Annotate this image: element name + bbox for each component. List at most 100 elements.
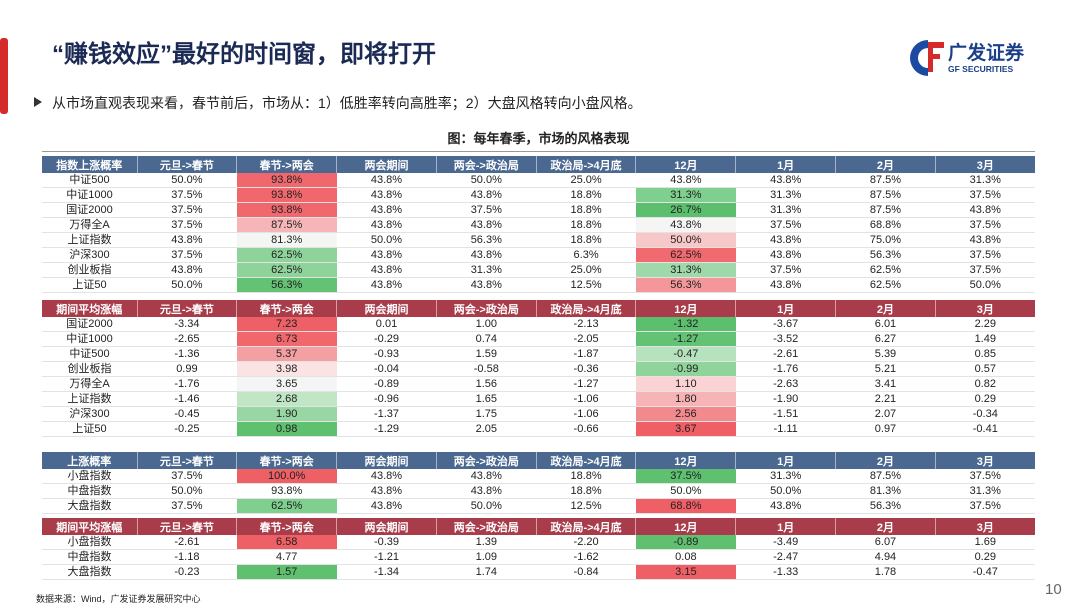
cell: -2.47 xyxy=(735,549,836,565)
bullet-text: 从市场直观表现来看，春节前后，市场从：1）低胜率转向高胜率；2）大盘风格转向小盘… xyxy=(52,95,642,111)
cell: 1.09 xyxy=(436,549,537,565)
cell: -2.13 xyxy=(536,317,636,332)
row-label: 上证指数 xyxy=(42,391,137,407)
cell: -1.36 xyxy=(137,346,237,362)
header-cell: 元旦->春节 xyxy=(137,156,238,173)
cell: 3.98 xyxy=(236,361,337,377)
header-row: 期间平均涨幅 元旦->春节 春节->两会 两会期间 两会->政治局 政治局->4月底 12月… xyxy=(42,300,1036,317)
logo-en: GF SECURITIES xyxy=(948,64,1014,74)
cell: -1.33 xyxy=(735,564,836,580)
cell: 31.3% xyxy=(635,262,736,278)
header-cell: 2月 xyxy=(835,300,936,317)
cell: 43.8% xyxy=(735,173,836,188)
row-label: 万得全A xyxy=(42,376,137,392)
row-label: 中盘指数 xyxy=(42,549,137,565)
bullet-icon xyxy=(34,97,42,107)
cell: 43.8% xyxy=(137,262,237,278)
cell: 56.3% xyxy=(835,247,936,263)
cell: -0.34 xyxy=(935,406,1036,422)
cell: 37.5% xyxy=(137,247,237,263)
cell: 87.5% xyxy=(835,469,936,484)
cell: 50.0% xyxy=(137,173,237,188)
cell: 87.5% xyxy=(835,173,936,188)
cell: 68.8% xyxy=(635,498,736,514)
cell: 37.5% xyxy=(935,247,1036,263)
cell: -0.89 xyxy=(336,376,437,392)
row: 沪深300 37.5% 62.5% 43.8% 43.8% 6.3% 62.5% 43.8% 5… xyxy=(42,247,1036,263)
cell: 37.5% xyxy=(436,202,537,218)
header-cell: 3月 xyxy=(935,156,1036,173)
cell: 18.8% xyxy=(536,232,636,248)
cell: 43.8% xyxy=(336,217,437,233)
cell: 43.8% xyxy=(436,469,537,484)
cell: 93.8% xyxy=(236,187,337,203)
data-table: 指数上涨概率 元旦->春节 春节->两会 两会期间 两会->政治局 政治局->4月底 12月… xyxy=(42,156,1036,293)
header-cell: 2月 xyxy=(835,452,936,469)
cell: -0.99 xyxy=(635,361,736,377)
cell: 0.82 xyxy=(935,376,1036,392)
cell: 6.01 xyxy=(835,317,936,332)
cell: -0.58 xyxy=(436,361,537,377)
row: 沪深300 -0.45 1.90 -1.37 1.75 -1.06 2.56 -1.51 2.0… xyxy=(42,406,1036,422)
header-cell: 元旦->春节 xyxy=(137,452,238,469)
cell: 3.65 xyxy=(236,376,337,392)
cell: 2.29 xyxy=(935,317,1036,332)
cell: 62.5% xyxy=(835,277,936,293)
cell: 37.5% xyxy=(935,217,1036,233)
row: 国证2000 -3.34 7.23 0.01 1.00 -2.13 -1.32 -3.67 6.… xyxy=(42,317,1036,332)
cell: 12.5% xyxy=(536,277,636,293)
row: 国证2000 37.5% 93.8% 43.8% 37.5% 18.8% 26.7% 31.3… xyxy=(42,202,1036,218)
cell: -1.06 xyxy=(536,391,636,407)
header-cell: 2月 xyxy=(835,156,936,173)
cell: 1.75 xyxy=(436,406,537,422)
row-label: 小盘指数 xyxy=(42,469,137,484)
cell: -0.47 xyxy=(935,564,1036,580)
cell: -2.63 xyxy=(735,376,836,392)
cell: 56.3% xyxy=(236,277,337,293)
cell: 50.0% xyxy=(635,232,736,248)
header-cell: 1月 xyxy=(735,518,837,535)
header-cell: 12月 xyxy=(635,452,737,469)
side-bar xyxy=(0,38,8,114)
cell: -1.76 xyxy=(137,376,237,392)
cell: 2.07 xyxy=(835,406,936,422)
cell: 43.8% xyxy=(735,247,836,263)
row: 中证1000 -2.65 6.73 -0.29 0.74 -2.05 -1.27 -3.52 6… xyxy=(42,331,1036,347)
cell: -1.27 xyxy=(536,376,636,392)
header-cell: 政治局->4月底 xyxy=(536,156,637,173)
cell: 43.8% xyxy=(336,262,437,278)
cell: -0.04 xyxy=(336,361,437,377)
row-label: 大盘指数 xyxy=(42,498,137,514)
cell: 2.68 xyxy=(236,391,337,407)
cell: -1.18 xyxy=(137,549,237,565)
cell: 6.3% xyxy=(536,247,636,263)
cell: 1.56 xyxy=(436,376,537,392)
header-cell: 12月 xyxy=(635,156,737,173)
row: 上证50 50.0% 56.3% 43.8% 43.8% 12.5% 56.3% 43.8% 6… xyxy=(42,277,1036,293)
cell: 43.8% xyxy=(336,187,437,203)
cell: 43.8% xyxy=(336,277,437,293)
cell: 62.5% xyxy=(236,498,337,514)
data-table: 期间平均涨幅 元旦->春节 春节->两会 两会期间 两会->政治局 政治局->4月底 12月… xyxy=(42,518,1036,580)
cell: 31.3% xyxy=(735,187,836,203)
cell: 93.8% xyxy=(236,173,337,188)
cell: 26.7% xyxy=(635,202,736,218)
cell: 31.3% xyxy=(935,173,1036,188)
data-table: 上涨概率 元旦->春节 春节->两会 两会期间 两会->政治局 政治局->4月底 12月 1月… xyxy=(42,452,1036,514)
cell: 31.3% xyxy=(735,202,836,218)
cell: -2.20 xyxy=(536,535,636,550)
cell: -0.93 xyxy=(336,346,437,362)
header-cell: 1月 xyxy=(735,300,837,317)
cell: 43.8% xyxy=(436,217,537,233)
cell: 18.8% xyxy=(536,483,636,499)
header-cell: 两会期间 xyxy=(336,452,437,469)
cell: -0.36 xyxy=(536,361,636,377)
cell: -1.27 xyxy=(635,331,736,347)
header-cell: 春节->两会 xyxy=(236,300,338,317)
cell: 25.0% xyxy=(536,173,636,188)
header-cell: 元旦->春节 xyxy=(137,300,238,317)
row: 创业板指 43.8% 62.5% 43.8% 31.3% 25.0% 31.3% 37.5% 6… xyxy=(42,262,1036,278)
cell: 81.3% xyxy=(835,483,936,499)
cell: 43.8% xyxy=(436,187,537,203)
cell: 100.0% xyxy=(236,469,337,484)
